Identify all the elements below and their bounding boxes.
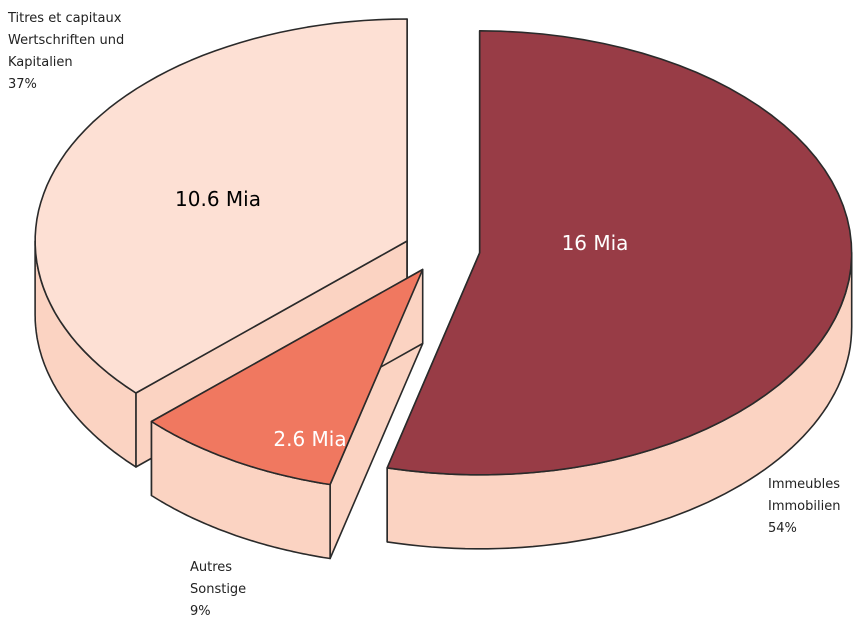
category-label: Immeubles xyxy=(768,477,840,492)
pie-slice xyxy=(150,268,424,560)
amount-label: 10.6 Mia xyxy=(175,187,261,211)
slice-top xyxy=(34,18,408,394)
slice-top xyxy=(150,268,424,486)
category-label: Sonstige xyxy=(190,582,246,597)
slice-top xyxy=(386,30,853,476)
percent-label: 54% xyxy=(768,521,797,536)
amount-label: 16 Mia xyxy=(562,231,629,255)
percent-label: 37% xyxy=(8,77,37,92)
pie-slice xyxy=(386,30,853,550)
category-label: Kapitalien xyxy=(8,55,73,70)
amount-label: 2.6 Mia xyxy=(273,427,346,451)
category-label: Autres xyxy=(190,560,232,575)
category-label: Titres et capitaux xyxy=(7,11,122,26)
category-label: Wertschriften und xyxy=(8,33,124,48)
percent-label: 9% xyxy=(190,604,211,619)
category-label: Immobilien xyxy=(768,499,840,514)
